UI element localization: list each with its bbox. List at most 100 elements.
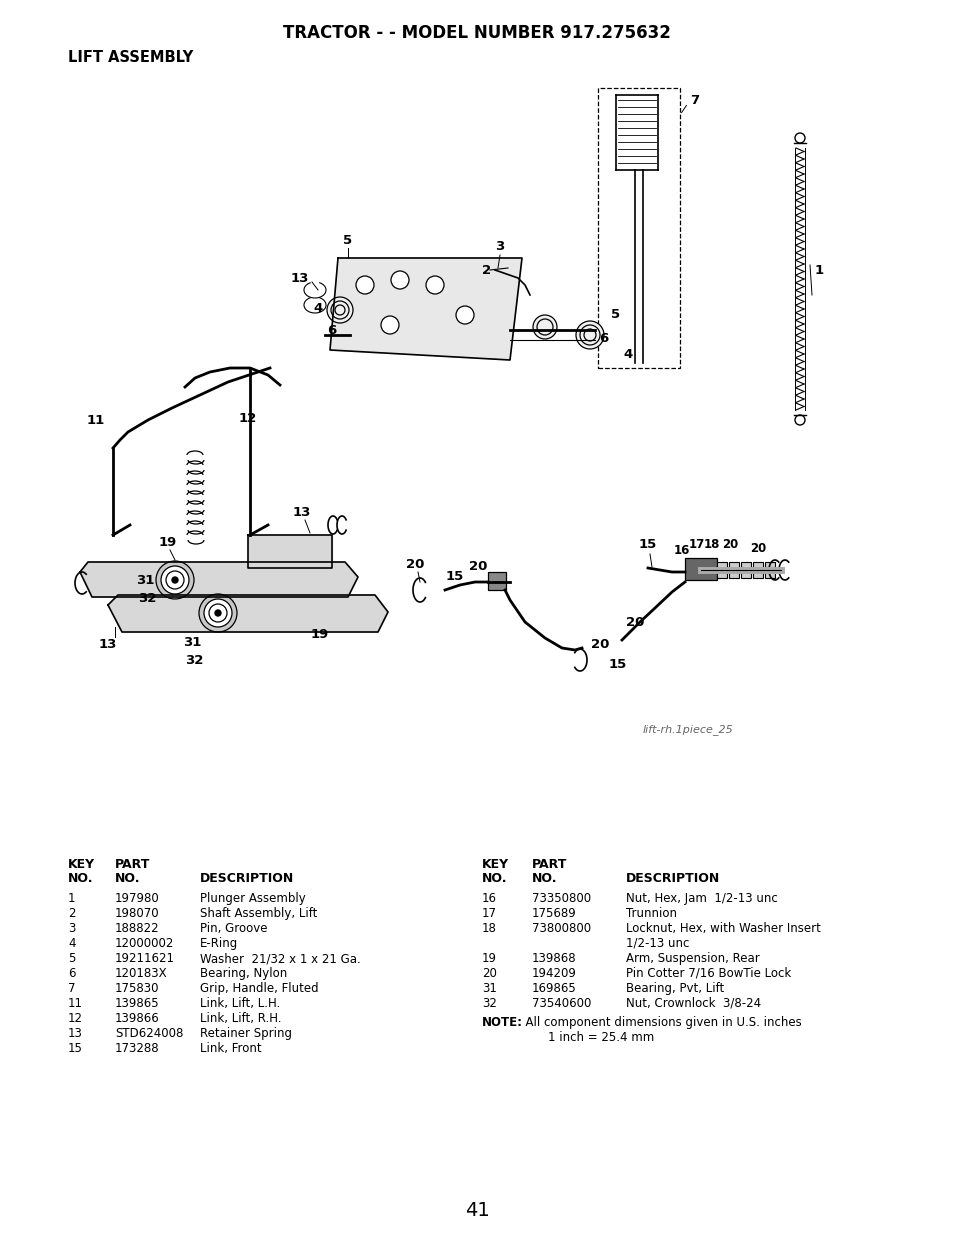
Text: 32: 32 bbox=[185, 653, 203, 667]
Text: Plunger Assembly: Plunger Assembly bbox=[200, 892, 305, 905]
Text: 73540600: 73540600 bbox=[532, 997, 591, 1010]
Bar bbox=[764, 562, 774, 578]
Text: Nut, Hex, Jam  1/2-13 unc: Nut, Hex, Jam 1/2-13 unc bbox=[625, 892, 777, 905]
Text: 41: 41 bbox=[464, 1200, 489, 1219]
Text: 7: 7 bbox=[68, 982, 75, 995]
Text: 7: 7 bbox=[689, 94, 699, 106]
Text: 31: 31 bbox=[135, 573, 154, 587]
Bar bbox=[717, 562, 726, 578]
Text: 18: 18 bbox=[481, 923, 497, 935]
Text: 19211621: 19211621 bbox=[115, 952, 174, 965]
Polygon shape bbox=[108, 595, 388, 632]
Text: 15: 15 bbox=[639, 538, 657, 552]
Text: TRACTOR - - MODEL NUMBER 917.275632: TRACTOR - - MODEL NUMBER 917.275632 bbox=[283, 23, 670, 42]
Text: 15: 15 bbox=[68, 1042, 83, 1055]
Text: 6: 6 bbox=[327, 324, 336, 336]
Circle shape bbox=[209, 604, 227, 622]
Text: 32: 32 bbox=[481, 997, 497, 1010]
Text: 188822: 188822 bbox=[115, 923, 159, 935]
Bar bbox=[488, 572, 505, 590]
Text: 17: 17 bbox=[481, 906, 497, 920]
Text: 120183X: 120183X bbox=[115, 967, 168, 981]
Text: 4: 4 bbox=[68, 937, 75, 950]
Text: 3: 3 bbox=[495, 241, 504, 253]
Circle shape bbox=[537, 319, 553, 335]
Text: Bearing, Nylon: Bearing, Nylon bbox=[200, 967, 287, 981]
Text: 15: 15 bbox=[608, 658, 626, 672]
Text: 17: 17 bbox=[688, 538, 704, 552]
Text: Pin Cotter 7/16 BowTie Lock: Pin Cotter 7/16 BowTie Lock bbox=[625, 967, 790, 981]
Polygon shape bbox=[248, 535, 332, 568]
Text: 2: 2 bbox=[68, 906, 75, 920]
Circle shape bbox=[327, 296, 353, 324]
Text: Shaft Assembly, Lift: Shaft Assembly, Lift bbox=[200, 906, 317, 920]
Bar bbox=[684, 558, 717, 580]
Text: 169865: 169865 bbox=[532, 982, 577, 995]
Text: Link, Lift, R.H.: Link, Lift, R.H. bbox=[200, 1011, 281, 1025]
Text: Arm, Suspension, Rear: Arm, Suspension, Rear bbox=[625, 952, 759, 965]
Text: 16: 16 bbox=[481, 892, 497, 905]
Text: 5: 5 bbox=[343, 233, 353, 247]
Text: 12000002: 12000002 bbox=[115, 937, 174, 950]
Text: Link, Front: Link, Front bbox=[200, 1042, 261, 1055]
Circle shape bbox=[380, 316, 398, 333]
Text: 198070: 198070 bbox=[115, 906, 159, 920]
Circle shape bbox=[355, 275, 374, 294]
Text: 18: 18 bbox=[703, 538, 720, 552]
Circle shape bbox=[199, 594, 236, 632]
Text: DESCRIPTION: DESCRIPTION bbox=[625, 872, 720, 885]
Circle shape bbox=[161, 566, 189, 594]
Text: LIFT ASSEMBLY: LIFT ASSEMBLY bbox=[68, 51, 193, 65]
Text: lift-rh.1piece_25: lift-rh.1piece_25 bbox=[642, 725, 733, 736]
Text: NO.: NO. bbox=[115, 872, 140, 885]
Text: 31: 31 bbox=[183, 636, 201, 650]
Text: 20: 20 bbox=[625, 615, 643, 629]
Circle shape bbox=[391, 270, 409, 289]
Text: 73350800: 73350800 bbox=[532, 892, 591, 905]
Text: 73800800: 73800800 bbox=[532, 923, 591, 935]
Text: 20: 20 bbox=[481, 967, 497, 981]
Bar bbox=[728, 562, 739, 578]
Text: KEY: KEY bbox=[68, 858, 95, 871]
Text: 20: 20 bbox=[721, 538, 738, 552]
Text: Retainer Spring: Retainer Spring bbox=[200, 1028, 292, 1040]
Circle shape bbox=[166, 571, 184, 589]
Circle shape bbox=[331, 301, 349, 319]
Circle shape bbox=[583, 329, 596, 341]
Bar bbox=[740, 562, 750, 578]
Text: 197980: 197980 bbox=[115, 892, 159, 905]
Text: All component dimensions given in U.S. inches: All component dimensions given in U.S. i… bbox=[517, 1016, 801, 1029]
Circle shape bbox=[156, 561, 193, 599]
Bar bbox=[598, 88, 679, 368]
Text: 2: 2 bbox=[482, 263, 491, 277]
Text: Nut, Crownlock  3/8-24: Nut, Crownlock 3/8-24 bbox=[625, 997, 760, 1010]
Circle shape bbox=[204, 599, 232, 627]
Text: 20: 20 bbox=[749, 541, 765, 555]
Circle shape bbox=[214, 610, 221, 616]
Text: 3: 3 bbox=[68, 923, 75, 935]
Text: NOTE:: NOTE: bbox=[481, 1016, 522, 1029]
Text: DESCRIPTION: DESCRIPTION bbox=[200, 872, 294, 885]
Text: 175689: 175689 bbox=[532, 906, 577, 920]
Text: 139866: 139866 bbox=[115, 1011, 159, 1025]
Text: 139865: 139865 bbox=[115, 997, 159, 1010]
Text: 13: 13 bbox=[99, 638, 117, 652]
Circle shape bbox=[576, 321, 603, 350]
Text: 4: 4 bbox=[622, 348, 632, 362]
Text: 19: 19 bbox=[311, 629, 329, 641]
Text: 1 inch = 25.4 mm: 1 inch = 25.4 mm bbox=[517, 1031, 654, 1044]
Text: 1: 1 bbox=[814, 263, 823, 277]
Text: 194209: 194209 bbox=[532, 967, 577, 981]
Polygon shape bbox=[330, 258, 521, 359]
Text: 6: 6 bbox=[598, 331, 608, 345]
Text: 12: 12 bbox=[238, 411, 257, 425]
Bar bbox=[752, 562, 762, 578]
Circle shape bbox=[579, 325, 599, 345]
Polygon shape bbox=[80, 562, 357, 597]
Text: 173288: 173288 bbox=[115, 1042, 159, 1055]
Text: 5: 5 bbox=[68, 952, 75, 965]
Text: 1/2-13 unc: 1/2-13 unc bbox=[625, 937, 689, 950]
Text: 11: 11 bbox=[87, 414, 105, 426]
Text: 175830: 175830 bbox=[115, 982, 159, 995]
Text: NO.: NO. bbox=[532, 872, 557, 885]
